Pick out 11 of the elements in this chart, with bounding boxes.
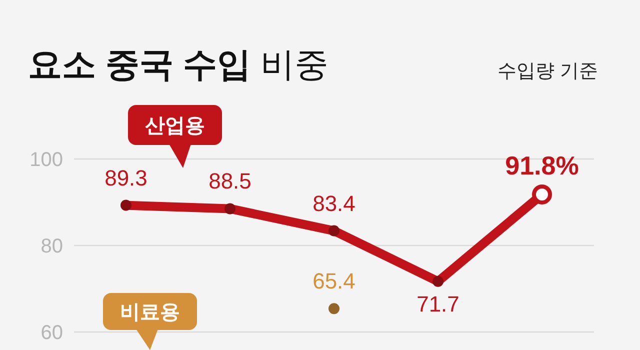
y-tick-label: 80 xyxy=(40,236,63,258)
title: 요소 중국 수입 비중 xyxy=(28,46,328,84)
data-label: 83.4 xyxy=(312,190,356,216)
data-label: 89.3 xyxy=(104,165,148,190)
subtitle: 수입량 기준 xyxy=(498,61,598,82)
data-label: 88.5 xyxy=(208,168,252,194)
data-label: 91.8% xyxy=(505,150,579,180)
y-tick-label: 60 xyxy=(40,322,63,344)
data-label: 65.4 xyxy=(312,268,356,294)
data-label: 71.7 xyxy=(416,291,460,316)
y-tick-label: 100 xyxy=(30,149,63,171)
